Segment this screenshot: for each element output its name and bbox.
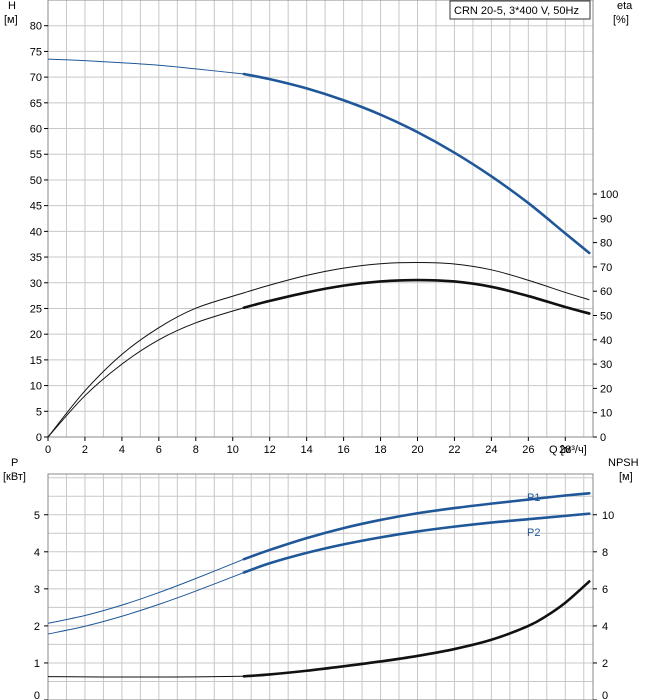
h-tick-label: 80: [30, 21, 42, 33]
h-tick-label: 15: [30, 355, 42, 367]
h-tick-label: 20: [30, 329, 42, 341]
h-tick-label: 10: [30, 381, 42, 393]
bottom-plot-ticks: 0 1 2 3 4 5 0 2 4 6 8 10: [34, 510, 614, 700]
npsh-tick-label: 8: [602, 547, 608, 559]
p-axis-unit: [кВт]: [3, 471, 26, 483]
q-tick-label: 8: [193, 444, 199, 456]
h-tick-label: 5: [36, 406, 42, 418]
p-tick-label: 1: [34, 658, 40, 670]
top-plot-ticks: 0510152025303540455055606570758001020304…: [30, 21, 619, 456]
legend-box: [449, 0, 591, 20]
q-tick-label: 16: [337, 444, 349, 456]
p1-series-label: P1: [527, 492, 540, 504]
bottom-plot-frame: [47, 473, 594, 700]
eta-tick-label: 90: [600, 213, 612, 225]
h-axis-label: H: [8, 0, 16, 12]
top-plot-grid: [48, 0, 593, 437]
eta-axis-unit: [%]: [613, 14, 629, 26]
q-axis-label: Q [м³/ч]: [549, 444, 587, 456]
series-p1: [47, 491, 591, 624]
npsh-tick-label: 4: [602, 621, 608, 633]
eta-tick-label: 60: [600, 286, 612, 298]
series-npsh-line-thin: [47, 675, 244, 678]
series-p1-line: [242, 491, 591, 561]
q-tick-label: 20: [411, 444, 423, 456]
npsh-axis-label: NPSH: [608, 457, 639, 469]
h-tick-label: 40: [30, 226, 42, 238]
q-tick-label: 22: [448, 444, 460, 456]
series-p2-line: [242, 512, 591, 574]
series-eta_pump-line-thin: [47, 262, 590, 438]
h-tick-label: 70: [30, 72, 42, 84]
top-plot-frame: [47, 0, 594, 438]
p-axis-label: P: [11, 457, 18, 469]
series-head-line: [242, 72, 591, 255]
h-tick-label: 25: [30, 303, 42, 315]
series-eta_total: [47, 278, 591, 438]
series-eta_pump: [47, 262, 590, 438]
h-tick-label: 50: [30, 175, 42, 187]
series-p2: [47, 512, 591, 635]
q-tick-label: 12: [264, 444, 276, 456]
p-tick-label: 4: [34, 547, 40, 559]
top-plot-series: [47, 58, 591, 438]
h-tick-label: 75: [30, 46, 42, 58]
series-head-line-thin: [47, 58, 244, 75]
p-tick-label: 2: [34, 621, 40, 633]
eta-tick-label: 100: [600, 189, 618, 201]
h-tick-label: 35: [30, 252, 42, 264]
q-tick-label: 10: [227, 444, 239, 456]
q-tick-label: 6: [156, 444, 162, 456]
q-tick-label: 0: [45, 444, 51, 456]
p2-series-label: P2: [527, 527, 540, 539]
h-tick-label: 45: [30, 201, 42, 213]
npsh-tick-label: 0: [602, 690, 608, 700]
h-tick-label: 65: [30, 98, 42, 110]
eta-tick-label: 80: [600, 238, 612, 250]
npsh-axis-unit: [м]: [619, 471, 633, 483]
p-tick-label: 5: [34, 510, 40, 522]
p-tick-label: 0: [34, 690, 40, 700]
eta-tick-label: 30: [600, 359, 612, 371]
q-tick-label: 2: [82, 444, 88, 456]
q-tick-label: 14: [301, 444, 313, 456]
series-head: [47, 58, 591, 255]
h-tick-label: 60: [30, 124, 42, 136]
h-axis-unit: [м]: [4, 14, 18, 26]
series-npsh-line: [242, 580, 591, 678]
eta-tick-label: 40: [600, 335, 612, 347]
series-p2-line-thin: [47, 572, 245, 635]
q-tick-label: 26: [522, 444, 534, 456]
bottom-plot-grid: [48, 474, 593, 700]
series-eta_total-line-thin: [47, 307, 244, 438]
q-tick-label: 28: [559, 444, 571, 456]
npsh-tick-label: 10: [602, 510, 614, 522]
eta-tick-label: 50: [600, 311, 612, 323]
npsh-tick-label: 6: [602, 584, 608, 596]
series-eta_total-line: [242, 278, 591, 315]
h-tick-label: 30: [30, 278, 42, 290]
q-tick-label: 18: [374, 444, 386, 456]
q-tick-label: 4: [119, 444, 125, 456]
npsh-tick-label: 2: [602, 658, 608, 670]
eta-tick-label: 10: [600, 408, 612, 420]
h-tick-label: 55: [30, 149, 42, 161]
h-tick-label: 0: [36, 432, 42, 444]
eta-axis-label: eta: [617, 0, 633, 12]
p-tick-label: 3: [34, 584, 40, 596]
bottom-plot-series: [47, 491, 591, 678]
legend-box-text: CRN 20-5, 3*400 V, 50Hz: [454, 5, 579, 17]
series-p1-line-thin: [47, 558, 245, 624]
eta-tick-label: 0: [600, 432, 606, 444]
eta-tick-label: 70: [600, 262, 612, 274]
eta-tick-label: 20: [600, 383, 612, 395]
series-npsh: [47, 580, 591, 678]
q-tick-label: 24: [485, 444, 497, 456]
